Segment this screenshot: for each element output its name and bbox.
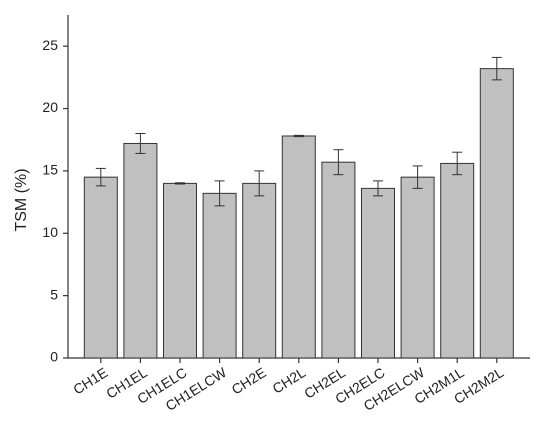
error-bar [175, 182, 185, 185]
error-bar [254, 170, 265, 197]
y-axis-label: TSM (%) [13, 168, 30, 231]
bar [321, 161, 356, 359]
bar [281, 135, 316, 359]
bar [361, 187, 395, 359]
error-bar [333, 149, 344, 176]
error-bar [452, 151, 463, 176]
error-bar [491, 56, 502, 81]
bar [83, 176, 118, 359]
error-bar [293, 134, 304, 138]
error-bar [412, 165, 423, 189]
bar [479, 68, 514, 359]
y-tick-label: 5 [50, 286, 58, 302]
bar [400, 176, 435, 359]
error-bar [214, 180, 225, 207]
bar [163, 182, 197, 359]
y-tick-label: 15 [42, 162, 58, 178]
error-bar [135, 132, 146, 154]
bar [202, 192, 237, 359]
bar [440, 162, 475, 359]
y-tick-label: 20 [42, 99, 58, 115]
x-tick-label: CH2E [229, 364, 269, 397]
y-tick-label: 0 [50, 349, 58, 365]
x-tick-label: CH1E [70, 364, 110, 397]
error-bar [373, 180, 383, 197]
bar [123, 142, 158, 359]
y-tick-label: 10 [42, 224, 58, 240]
y-tick-label: 25 [42, 37, 58, 53]
bar [242, 182, 277, 359]
error-bar [95, 167, 106, 187]
